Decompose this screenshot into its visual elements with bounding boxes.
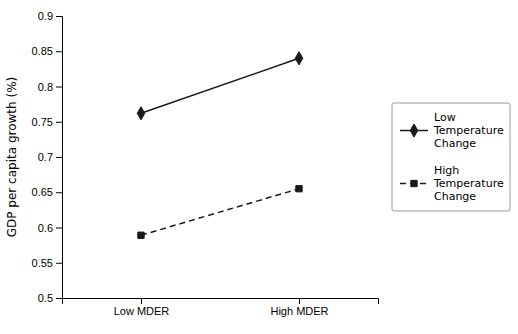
series-marker: [295, 52, 303, 65]
legend-label: LowTemperatureChange: [433, 111, 504, 150]
series-marker: [137, 107, 145, 120]
y-tick-label: 0.9: [38, 10, 53, 22]
y-tick: 0.6: [38, 222, 62, 234]
legend-frame: [392, 103, 510, 211]
y-axis-line: [56, 17, 63, 299]
y-tick-mark: [56, 16, 62, 17]
y-tick-mark: [56, 157, 62, 158]
y-tick-mark: [56, 192, 62, 193]
y-tick-mark: [56, 122, 62, 123]
series-marker: [296, 186, 302, 192]
y-tick: 0.55: [32, 257, 62, 269]
x-tick: High MDER: [270, 298, 328, 317]
y-tick-label: 0.65: [32, 186, 53, 198]
y-tick-label: 0.55: [32, 257, 53, 269]
plot: 0.5 0.55 0.6 0.65 0.7 0.75 0.8 0.85 0.9 Low MDER H…: [32, 10, 379, 317]
y-tick: 0.65: [32, 186, 62, 198]
y-tick: 0.5: [38, 292, 62, 304]
y-tick: 0.7: [38, 151, 62, 163]
legend-marker: [411, 180, 417, 186]
y-tick-label: 0.7: [38, 151, 53, 163]
legend-label: HighTemperatureChange: [433, 164, 504, 203]
y-tick: 0.9: [38, 10, 62, 22]
y-tick-label: 0.8: [38, 81, 53, 93]
y-tick: 0.75: [32, 116, 62, 128]
legend-label-line: Change: [434, 190, 476, 203]
y-tick-label: 0.6: [38, 222, 53, 234]
y-tick-label: 0.85: [32, 45, 53, 57]
y-tick-mark: [56, 87, 62, 88]
legend-label-line: Low: [434, 111, 456, 124]
y-tick: 0.85: [32, 45, 62, 57]
x-axis: Low MDER High MDER: [63, 298, 379, 317]
legend-label-line: Temperature: [433, 124, 504, 137]
series-marker: [138, 232, 144, 238]
y-tick: 0.8: [38, 81, 62, 93]
x-tick-label: Low MDER: [114, 305, 170, 317]
series-line: [141, 58, 299, 113]
y-tick-mark: [56, 298, 62, 299]
x-tick-mark: [141, 298, 142, 304]
legend-marker: [410, 124, 418, 137]
y-axis-title: GDP per capita growth (%): [5, 77, 19, 237]
series-group: [137, 52, 303, 239]
x-tick-mark: [299, 298, 300, 304]
legend-label-line: Change: [434, 137, 476, 150]
x-tick: Low MDER: [114, 298, 170, 317]
legend-entry: LowTemperatureChange: [400, 111, 504, 150]
y-tick-mark: [56, 263, 62, 264]
y-tick-label: 0.75: [32, 116, 53, 128]
legend-label-line: Temperature: [433, 177, 504, 190]
x-tick-label: High MDER: [270, 305, 328, 317]
legend-label-line: High: [434, 164, 459, 177]
y-tick-mark: [56, 228, 62, 229]
y-tick-mark: [56, 51, 62, 52]
x-axis-line: [63, 299, 379, 305]
chart: 0.5 0.55 0.6 0.65 0.7 0.75 0.8 0.85 0.9 Low MDER H…: [0, 0, 518, 334]
series-line: [141, 189, 299, 236]
legend-entry: HighTemperatureChange: [400, 164, 504, 203]
y-tick-label: 0.5: [38, 292, 53, 304]
y-axis: 0.5 0.55 0.6 0.65 0.7 0.75 0.8 0.85 0.9: [32, 10, 63, 304]
legend: LowTemperatureChangeHighTemperatureChang…: [392, 103, 510, 211]
